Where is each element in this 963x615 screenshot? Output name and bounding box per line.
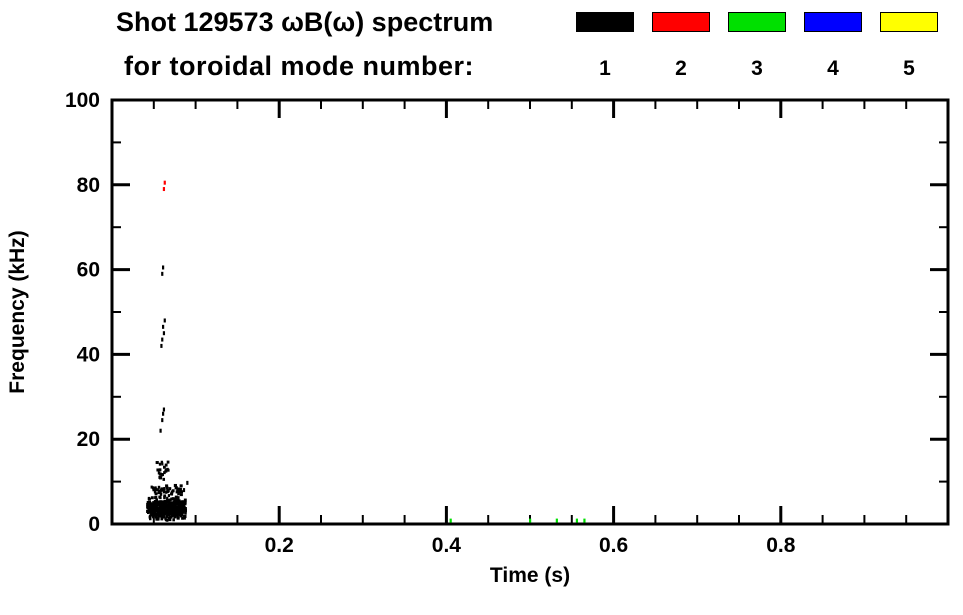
legend-label-mode-2: 2 bbox=[675, 57, 687, 80]
svg-text:0.8: 0.8 bbox=[766, 534, 796, 557]
svg-text:0.6: 0.6 bbox=[599, 534, 628, 557]
legend-label-mode-3: 3 bbox=[751, 57, 763, 80]
legend-item-mode-2: 2 bbox=[652, 12, 710, 79]
legend-swatch-mode-3 bbox=[728, 12, 786, 32]
legend-swatch-mode-1 bbox=[576, 12, 634, 32]
svg-text:80: 80 bbox=[77, 174, 100, 197]
legend-swatch-mode-5 bbox=[880, 12, 938, 32]
svg-text:0: 0 bbox=[88, 513, 100, 536]
chart-subtitle: for toroidal mode number: bbox=[124, 51, 474, 81]
legend-item-mode-3: 3 bbox=[728, 12, 786, 79]
legend: 1 2 3 4 5 bbox=[576, 12, 938, 79]
legend-label-mode-4: 4 bbox=[827, 57, 839, 80]
svg-text:0.2: 0.2 bbox=[265, 534, 294, 557]
legend-item-mode-5: 5 bbox=[880, 12, 938, 79]
svg-text:0.4: 0.4 bbox=[432, 534, 462, 557]
legend-item-mode-1: 1 bbox=[576, 12, 634, 79]
legend-label-mode-1: 1 bbox=[599, 57, 611, 80]
chart-title: Shot 129573 ωB(ω) spectrum bbox=[116, 7, 494, 37]
svg-text:Time (s): Time (s) bbox=[490, 564, 570, 587]
legend-swatch-mode-4 bbox=[804, 12, 862, 32]
legend-label-mode-5: 5 bbox=[903, 57, 915, 80]
svg-text:40: 40 bbox=[77, 343, 100, 366]
svg-text:60: 60 bbox=[77, 259, 100, 282]
legend-item-mode-4: 4 bbox=[804, 12, 862, 79]
svg-text:Frequency (kHz): Frequency (kHz) bbox=[6, 230, 29, 393]
legend-swatch-mode-2 bbox=[652, 12, 710, 32]
svg-text:100: 100 bbox=[65, 89, 100, 112]
svg-text:20: 20 bbox=[77, 428, 100, 451]
